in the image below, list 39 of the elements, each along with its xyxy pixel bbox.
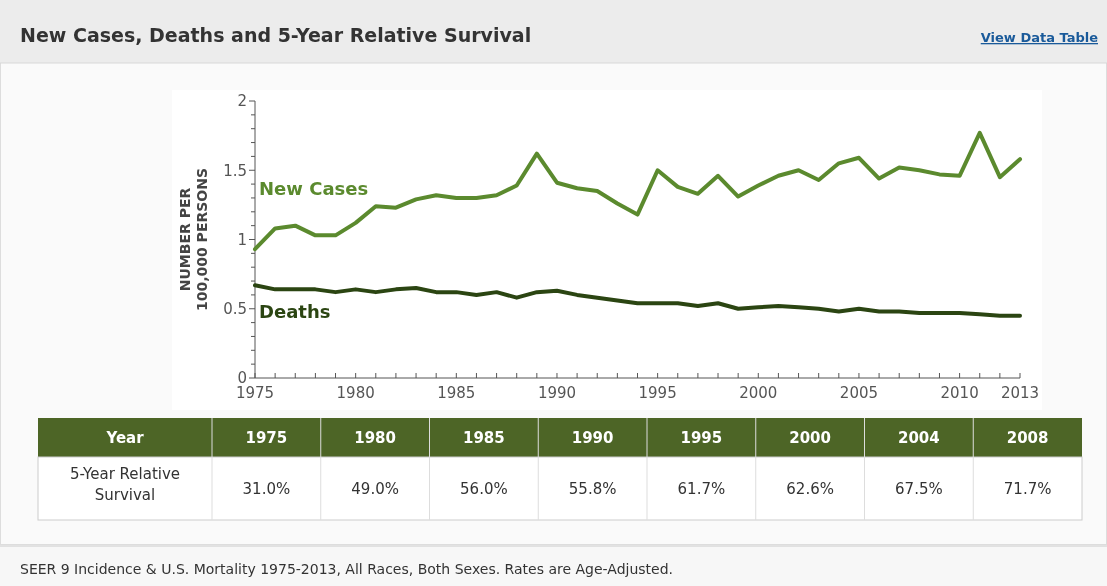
x-tick-label: 1990 (571, 428, 614, 447)
x-tick-label: 1975 (245, 428, 288, 447)
y-tick-label: 2 (237, 92, 247, 111)
data-label: 67.5% (895, 479, 943, 498)
x-tick-label: 2010 (940, 384, 979, 402)
data-label: 62.6% (786, 479, 834, 498)
x-tick-label: 1995 (638, 384, 677, 402)
data-label: 71.7% (1003, 479, 1052, 498)
line-series (253, 130, 1022, 252)
x-tick-label: 1990 (537, 384, 577, 402)
x-tick-label: 2000 (739, 384, 778, 402)
x-tick-label: 1980 (354, 428, 396, 447)
data-label: 55.8% (568, 479, 617, 498)
y-tick-label: 5-Year Relative Survival (69, 465, 181, 504)
y-tick-label: 1 (237, 230, 247, 249)
data-label: 56.0% (460, 479, 508, 498)
x-tick-label: 2008 (1006, 428, 1049, 447)
y-tick-label: 0.5 (223, 300, 247, 318)
line-series (253, 283, 1022, 318)
text: View Data Table (980, 30, 1099, 45)
x-tick-label: 2005 (839, 384, 879, 402)
x-axis-title: Year (105, 428, 145, 447)
text: SEER 9 Incidence & U.S. Mortality 1975-2013, All Races, Both Sexes. Rates are Age-Adjusted. (20, 561, 674, 577)
x-tick-label: 2013 (1000, 384, 1040, 402)
x-tick-label: 1985 (463, 428, 505, 447)
data-label: 31.0% (242, 479, 291, 498)
y-axis-title: NUMBER PER 100,000 PERSONS (177, 167, 210, 312)
x-tick-label: 1975 (235, 384, 275, 402)
x-tick-label: 1995 (680, 428, 723, 447)
data-label: 49.0% (351, 479, 399, 498)
x-tick-label: 2000 (789, 428, 831, 447)
series-label: New Cases (259, 178, 369, 200)
series-label: Deaths (259, 300, 331, 322)
data-label: 61.7% (677, 479, 726, 498)
y-tick-label: 1.5 (223, 161, 247, 180)
chart-title: New Cases, Deaths and 5-Year Relative Survival (20, 24, 532, 46)
x-tick-label: 1980 (336, 384, 375, 402)
x-tick-label: 1985 (437, 384, 476, 402)
x-tick-label: 2004 (898, 428, 940, 447)
